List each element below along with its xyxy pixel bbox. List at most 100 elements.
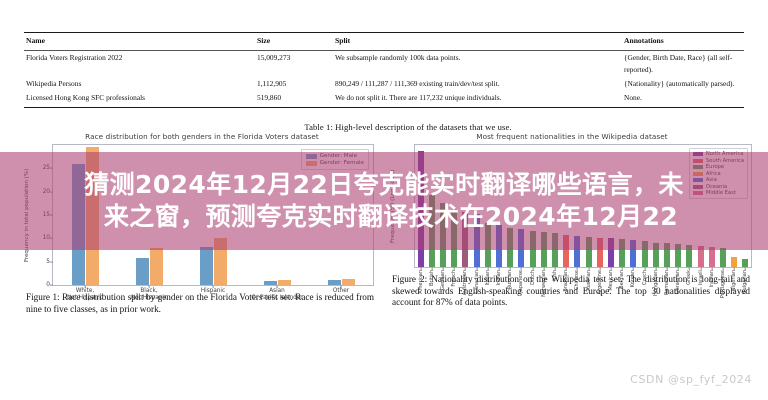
figure-2-legend-item: Europe [692, 164, 744, 170]
cell-split: 890,249 / 111,287 / 111,369 existing tra… [335, 78, 500, 88]
figure-2-title: Most frequent nationalities in the Wikip… [476, 132, 668, 141]
figure-2-bar [652, 242, 659, 267]
figure-2-bar [540, 232, 547, 267]
figure-2-x-tick-label: Czech [641, 270, 648, 286]
figure-2-x-tick-mark [722, 267, 724, 270]
figure-2-x-tick-mark [532, 267, 533, 270]
figure-2-x-tick-mark [509, 267, 511, 270]
figure-2-x-tick-mark [655, 267, 657, 270]
cell-size: 15,009,273 [257, 53, 291, 63]
figure-1-x-tick-label: Hispanic [200, 288, 226, 294]
figure-2-legend-item: North America [692, 151, 744, 157]
figure-1-x-tick-label: Black, Not Hispanic [131, 288, 167, 302]
figure-2-bar [563, 234, 570, 267]
figure-2-x-tick-label: Irish [552, 270, 558, 281]
figure-2-bar [675, 243, 682, 267]
figure-1-x-tick-mark [84, 285, 86, 288]
figure-1-y-tick-mark [50, 284, 53, 286]
figure-2-x-tick-label: Russian [507, 270, 514, 290]
figure-2-legend-swatch [692, 158, 703, 163]
figure-2-x-tick-label: Nigerian [731, 270, 738, 292]
figure-2-x-tick-label: Japanese [518, 270, 525, 293]
figure-2-legend: North America South America Europe Africa As… [688, 148, 748, 199]
figure-2-x-tick-mark [689, 267, 690, 270]
figure-2-bar [473, 213, 480, 267]
figure-1-bar [199, 247, 213, 285]
cell-size: 519,860 [255, 90, 333, 108]
figure-1-x-tick-mark [212, 285, 214, 288]
datasets-table-wrapper: Name Size Split Annotations Florida Vote… [24, 32, 744, 132]
cell-name: Florida Voters Registration 2022 [26, 53, 123, 63]
figure-2-legend-swatch [692, 152, 703, 156]
figure-2-bar [619, 239, 626, 267]
figure-2-x-tick-mark [745, 267, 746, 270]
cell-name: Wikipedia Persons [26, 78, 82, 88]
figure-1-x-tick-mark [148, 285, 150, 288]
table-row: Wikipedia Persons 1,112,905 890,249 / 11… [24, 76, 744, 90]
figure-1-x-tick-label: White, Not Hispanic [67, 288, 103, 302]
figure-2-x-tick-mark [565, 267, 567, 270]
table-row: Licensed Hong Kong SFC professionals 519… [24, 90, 744, 108]
figure-2-legend-label: North America [705, 151, 744, 157]
figure-2-x-tick-mark [610, 267, 612, 270]
figure-2-plot-shell: Frequency (%) (Log Scale) North America S… [390, 144, 752, 298]
column-header-size: Size [255, 32, 333, 51]
figure-2-legend-item: South America [692, 157, 744, 164]
figure-1-bar [85, 147, 99, 285]
figure-2-bar [585, 236, 592, 267]
figure-2-caption: Figure 2: Nationality distribution on th… [392, 274, 750, 308]
figure-2-x-tick-label: British [428, 270, 435, 286]
figure-2-x-tick-label: Dutch [529, 270, 536, 285]
figure-1-bar [213, 238, 227, 285]
figure-1-x-tick-mark [276, 285, 278, 288]
figure-1-bar-group [53, 145, 117, 285]
column-header-split: Split [333, 32, 622, 51]
figure-1-bar [71, 163, 85, 285]
figure-1-caption: Figure 1: Race distribution split by gen… [26, 292, 374, 314]
figure-2-x-tick-mark [700, 267, 701, 270]
figure-1-bar [277, 279, 291, 285]
figure-2-x-tick-label: Hungarian [652, 270, 659, 297]
figure-1-bar [135, 257, 149, 285]
figure-2-x-tick-mark [442, 267, 444, 270]
figure-2-legend-label: Asia [705, 177, 717, 183]
figure-2-x-tick-label: Ukrainian [675, 270, 682, 294]
figure-2-x-tick-mark [420, 267, 421, 270]
figure-1-bar-group [245, 145, 309, 285]
figure-2-x-tick-mark [453, 267, 455, 270]
figure-2-legend-label: South America [705, 157, 744, 164]
figure-2-x-tick-mark [599, 267, 601, 270]
figure-2-legend-swatch [692, 165, 703, 169]
figure-2-x-tick-label: Austrian [585, 270, 592, 291]
figure-2-x-tick-mark [733, 267, 735, 270]
figure-2-legend-item: Oceania [692, 183, 744, 190]
table-caption: Table 1: High-level description of the d… [304, 122, 512, 132]
figure-1: Race distribution for both genders in th… [24, 132, 378, 315]
figure-2-legend-label: Oceania [705, 183, 728, 190]
figure-2-bar [608, 238, 614, 267]
figure-2-bar [574, 235, 581, 267]
figure-2-bar [417, 151, 424, 267]
figure-1-x-tick-label: Other [332, 288, 350, 294]
figure-2-x-tick-label: Italian [484, 270, 491, 286]
figure-2-x-tick-label: Portuguese [720, 270, 726, 299]
figure-2-legend-item: Asia [692, 177, 744, 183]
figure-2-x-tick-mark [487, 267, 489, 270]
figure-2-bar [496, 225, 502, 267]
cell-annotations: {Nationality} (automatically parsed). [624, 78, 735, 88]
figure-2-x-tick-mark [431, 267, 433, 270]
figure-2-bar [686, 244, 693, 267]
figure-2-x-tick-mark [621, 267, 623, 270]
figure-1-y-tick-mark [50, 261, 53, 263]
figure-2-plot-area: North America South America Europe Africa As… [414, 144, 752, 298]
figure-2-x-tick-label: American [417, 270, 424, 294]
figure-2-x-tick-label: Bulgarian [742, 270, 749, 294]
figure-2-x-tick-label: German [440, 270, 446, 291]
figure-2-x-tick-label: Brazilian [563, 270, 570, 292]
figure-2-bar [708, 247, 715, 267]
figure-2-legend-swatch [692, 184, 703, 189]
table-header-row: Name Size Split Annotations [24, 32, 744, 51]
figure-2-x-tick-label: Argentine [596, 270, 603, 295]
figure-2-x-tick-label: Korean [630, 270, 637, 288]
